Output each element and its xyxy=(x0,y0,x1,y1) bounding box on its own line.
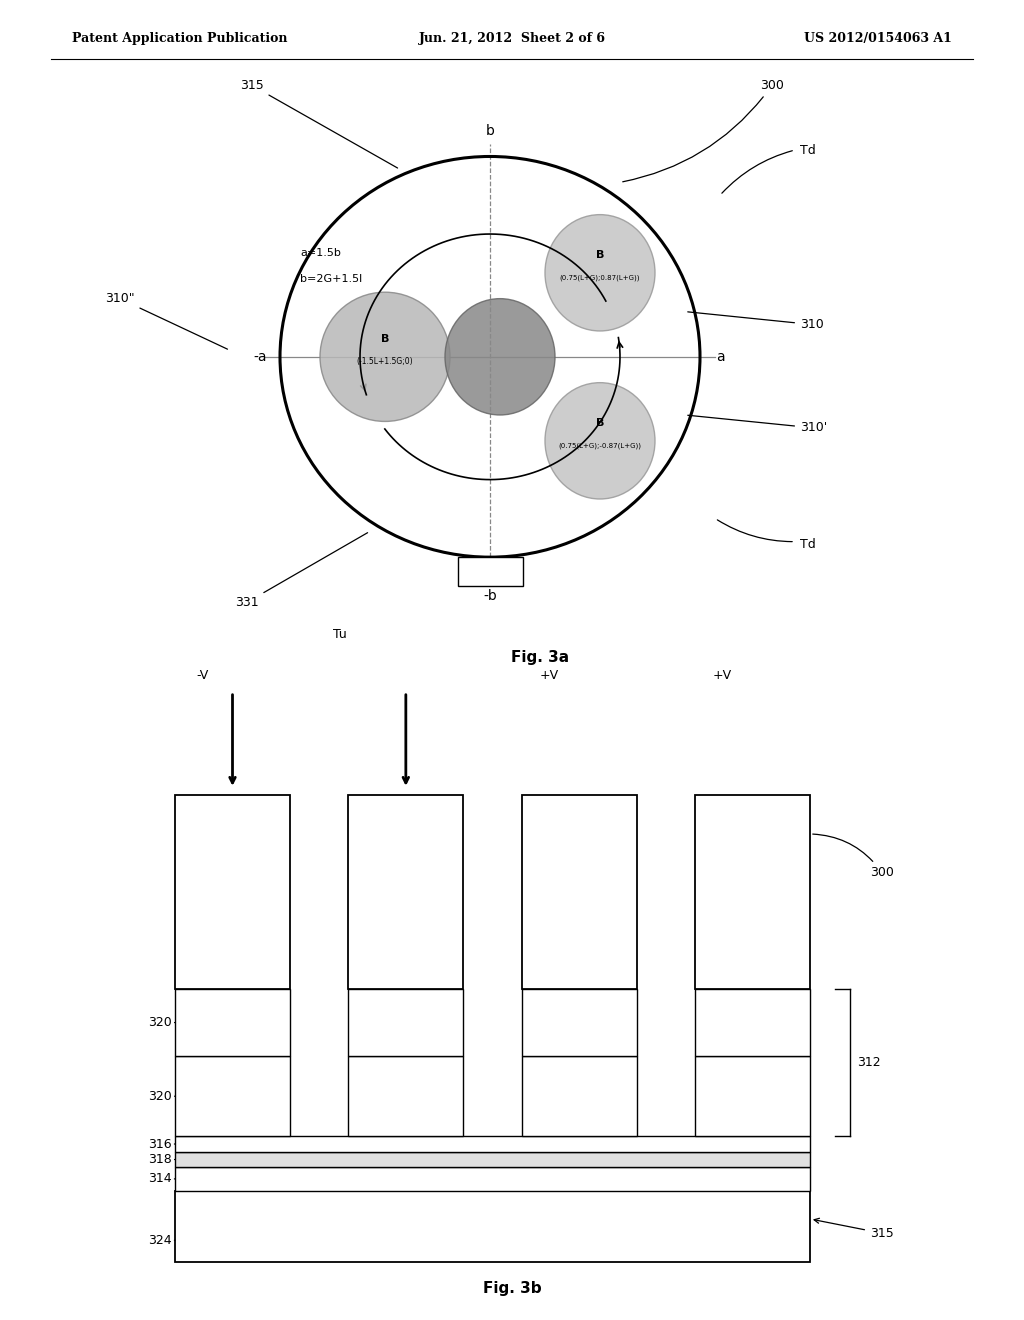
Ellipse shape xyxy=(445,298,555,414)
Text: 310": 310" xyxy=(105,292,227,350)
Ellipse shape xyxy=(545,215,655,331)
Bar xyxy=(175,989,290,1056)
Text: -a: -a xyxy=(253,350,266,364)
Bar xyxy=(175,1152,810,1167)
Text: Td: Td xyxy=(800,144,816,157)
Bar xyxy=(521,989,637,1056)
Text: +V: +V xyxy=(540,668,559,681)
Text: Td: Td xyxy=(800,537,816,550)
Text: b=2G+1.5l: b=2G+1.5l xyxy=(300,275,362,284)
Bar xyxy=(695,1056,810,1137)
Text: 320: 320 xyxy=(148,1090,175,1102)
Text: (0.75(L+G);-0.87(L+G)): (0.75(L+G);-0.87(L+G)) xyxy=(558,442,641,449)
Text: 310': 310' xyxy=(688,416,827,434)
Text: Patent Application Publication: Patent Application Publication xyxy=(72,32,287,45)
Text: Tu: Tu xyxy=(333,628,347,642)
Bar xyxy=(175,1056,290,1137)
Text: 314: 314 xyxy=(148,1172,175,1185)
Bar xyxy=(348,1056,463,1137)
Bar xyxy=(695,989,810,1056)
Text: (-1.5L+1.5G;0): (-1.5L+1.5G;0) xyxy=(356,358,414,367)
Text: a: a xyxy=(716,350,724,364)
Text: B: B xyxy=(596,417,604,428)
Bar xyxy=(521,795,637,989)
Bar xyxy=(695,795,810,989)
Bar xyxy=(458,557,522,586)
Text: a=1.5b: a=1.5b xyxy=(300,248,341,259)
Bar xyxy=(348,989,463,1056)
Text: 300: 300 xyxy=(623,79,784,182)
Text: -b: -b xyxy=(483,589,497,603)
Text: 312: 312 xyxy=(857,1056,881,1069)
Bar xyxy=(175,795,290,989)
Bar xyxy=(521,1056,637,1137)
Text: 315: 315 xyxy=(240,79,397,168)
Text: (0.75(L+G);0.87(L+G)): (0.75(L+G);0.87(L+G)) xyxy=(560,275,640,281)
Text: +V: +V xyxy=(713,668,732,681)
Ellipse shape xyxy=(319,292,450,421)
Text: B: B xyxy=(381,334,389,343)
Text: Fig. 3b: Fig. 3b xyxy=(482,1282,542,1296)
Text: 300: 300 xyxy=(813,834,894,879)
Bar xyxy=(175,1137,810,1152)
Text: US 2012/0154063 A1: US 2012/0154063 A1 xyxy=(805,32,952,45)
Text: 310: 310 xyxy=(688,312,823,331)
Text: 324: 324 xyxy=(148,1234,175,1247)
Ellipse shape xyxy=(545,383,655,499)
Text: B: B xyxy=(596,249,604,260)
Text: 318: 318 xyxy=(148,1154,175,1166)
Bar xyxy=(175,1167,810,1191)
Text: b: b xyxy=(485,124,495,137)
Text: Jun. 21, 2012  Sheet 2 of 6: Jun. 21, 2012 Sheet 2 of 6 xyxy=(419,32,605,45)
Text: 331: 331 xyxy=(234,533,368,609)
Bar xyxy=(175,1191,810,1262)
Text: 316: 316 xyxy=(148,1138,175,1151)
Text: 315: 315 xyxy=(814,1218,894,1239)
Text: -V: -V xyxy=(197,668,209,681)
Text: 320: 320 xyxy=(148,1016,175,1030)
Text: Fig. 3a: Fig. 3a xyxy=(511,651,569,665)
Bar xyxy=(348,795,463,989)
